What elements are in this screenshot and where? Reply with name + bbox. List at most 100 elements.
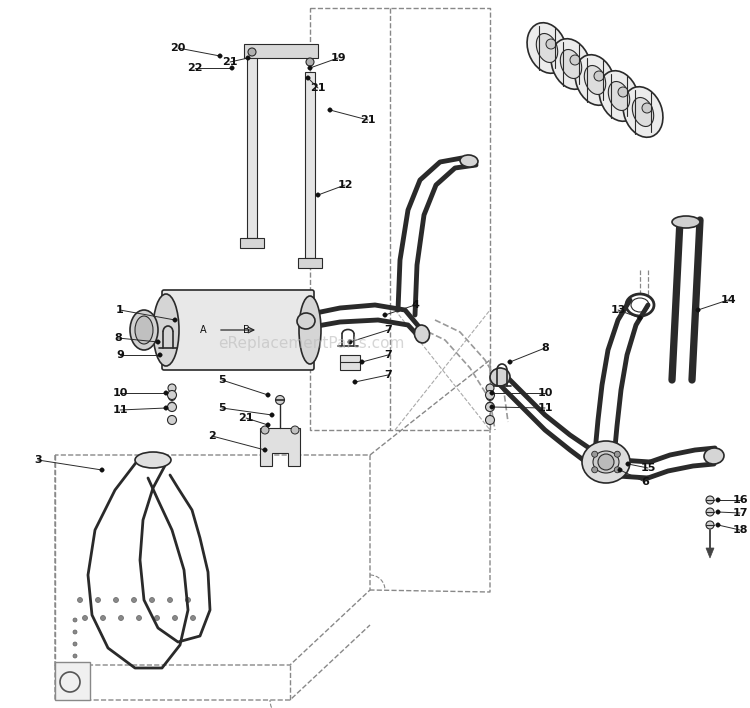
Ellipse shape xyxy=(135,316,153,344)
Ellipse shape xyxy=(632,98,654,127)
Circle shape xyxy=(592,467,598,473)
Text: 11: 11 xyxy=(537,403,553,413)
Ellipse shape xyxy=(584,66,606,94)
Circle shape xyxy=(167,403,176,411)
Text: 13: 13 xyxy=(610,305,626,315)
Circle shape xyxy=(270,413,274,417)
Text: A: A xyxy=(200,325,206,335)
Circle shape xyxy=(716,498,720,502)
Ellipse shape xyxy=(551,39,591,89)
Circle shape xyxy=(167,391,176,399)
Text: 18: 18 xyxy=(732,525,748,535)
Circle shape xyxy=(262,447,267,452)
Circle shape xyxy=(706,496,714,504)
Text: 5: 5 xyxy=(218,403,226,413)
Circle shape xyxy=(490,405,494,409)
Circle shape xyxy=(486,384,494,392)
Circle shape xyxy=(185,598,190,603)
Ellipse shape xyxy=(299,296,321,364)
Text: 19: 19 xyxy=(330,53,346,63)
Text: 4: 4 xyxy=(411,300,419,310)
Circle shape xyxy=(246,56,250,60)
Circle shape xyxy=(592,451,598,457)
Text: B: B xyxy=(243,325,249,335)
Circle shape xyxy=(328,108,332,112)
Circle shape xyxy=(570,55,580,65)
Circle shape xyxy=(154,615,160,620)
Circle shape xyxy=(230,66,234,70)
Text: 21: 21 xyxy=(222,57,238,67)
Circle shape xyxy=(266,393,270,397)
Circle shape xyxy=(217,54,222,58)
Circle shape xyxy=(508,360,512,364)
Ellipse shape xyxy=(560,50,582,79)
Text: 16: 16 xyxy=(732,495,748,505)
Text: 7: 7 xyxy=(384,325,392,335)
Text: 14: 14 xyxy=(720,295,736,305)
Text: 17: 17 xyxy=(732,508,748,518)
Text: 9: 9 xyxy=(116,350,124,360)
Circle shape xyxy=(485,403,494,411)
Polygon shape xyxy=(305,72,315,258)
Circle shape xyxy=(485,391,494,399)
Circle shape xyxy=(136,615,142,620)
Ellipse shape xyxy=(593,451,619,473)
Circle shape xyxy=(316,193,320,198)
Circle shape xyxy=(118,615,124,620)
Circle shape xyxy=(168,384,176,392)
Text: 1: 1 xyxy=(116,305,124,315)
Circle shape xyxy=(169,394,176,401)
Circle shape xyxy=(95,598,100,603)
Text: 21: 21 xyxy=(310,83,326,93)
Polygon shape xyxy=(247,52,257,238)
Circle shape xyxy=(618,468,622,472)
Circle shape xyxy=(594,71,604,81)
Circle shape xyxy=(131,598,136,603)
Text: 7: 7 xyxy=(384,350,392,360)
Circle shape xyxy=(308,66,312,70)
Text: 11: 11 xyxy=(112,405,128,415)
Text: 12: 12 xyxy=(338,180,352,190)
Circle shape xyxy=(706,521,714,529)
Circle shape xyxy=(546,39,556,49)
Text: 3: 3 xyxy=(34,455,42,465)
Circle shape xyxy=(158,353,162,358)
FancyBboxPatch shape xyxy=(162,290,314,370)
Circle shape xyxy=(382,313,387,317)
Circle shape xyxy=(149,598,154,603)
Circle shape xyxy=(82,615,88,620)
Text: 7: 7 xyxy=(384,370,392,380)
Circle shape xyxy=(190,615,196,620)
Text: 6: 6 xyxy=(641,477,649,487)
Ellipse shape xyxy=(575,55,615,105)
Polygon shape xyxy=(260,428,300,466)
Polygon shape xyxy=(240,238,264,248)
Circle shape xyxy=(485,416,494,425)
Text: 8: 8 xyxy=(542,343,549,353)
Ellipse shape xyxy=(672,216,700,228)
Circle shape xyxy=(261,426,269,434)
Circle shape xyxy=(73,642,77,646)
Ellipse shape xyxy=(608,81,630,110)
Text: 10: 10 xyxy=(537,388,553,398)
Circle shape xyxy=(169,402,175,408)
Circle shape xyxy=(167,598,172,603)
Circle shape xyxy=(716,510,720,514)
Ellipse shape xyxy=(460,155,478,167)
Text: 10: 10 xyxy=(112,388,128,398)
Circle shape xyxy=(172,318,177,322)
Circle shape xyxy=(167,416,176,425)
Ellipse shape xyxy=(153,294,179,366)
Text: 5: 5 xyxy=(218,375,226,385)
Text: 2: 2 xyxy=(208,431,216,441)
Polygon shape xyxy=(298,258,322,268)
Text: 8: 8 xyxy=(114,333,122,343)
Circle shape xyxy=(487,402,493,408)
Circle shape xyxy=(626,462,630,466)
Circle shape xyxy=(266,423,270,427)
Circle shape xyxy=(618,87,628,97)
Circle shape xyxy=(164,406,168,410)
Circle shape xyxy=(248,48,256,56)
Circle shape xyxy=(73,654,77,658)
Circle shape xyxy=(73,618,77,622)
